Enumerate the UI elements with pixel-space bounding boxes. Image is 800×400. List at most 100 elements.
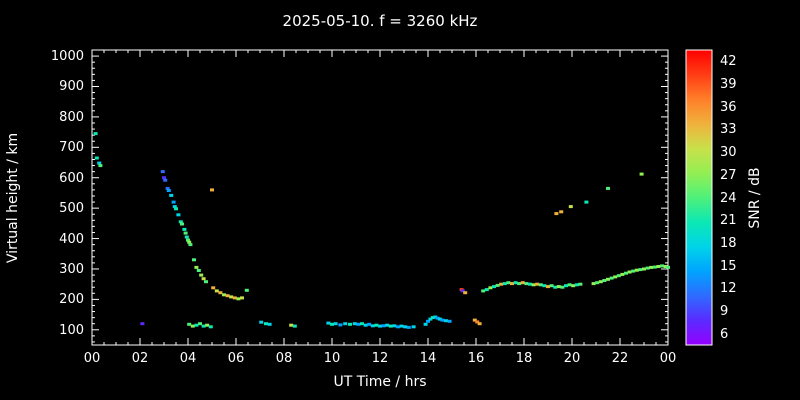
data-point	[488, 286, 493, 290]
data-point	[163, 178, 168, 182]
y-tick-label: 600	[59, 170, 84, 186]
data-point	[411, 325, 416, 329]
data-point	[289, 323, 294, 327]
data-point	[560, 285, 565, 289]
colorbar-tick-label: 18	[720, 235, 737, 251]
colorbar-tick-label: 39	[720, 77, 737, 93]
data-point	[218, 291, 223, 295]
data-point	[184, 235, 189, 239]
x-tick-label: 10	[323, 351, 341, 366]
data-point	[481, 289, 486, 293]
data-point	[204, 280, 208, 284]
data-point	[606, 277, 610, 281]
data-point	[210, 188, 214, 192]
data-point	[356, 322, 361, 326]
data-point	[510, 282, 514, 286]
data-point	[553, 285, 558, 289]
data-point	[93, 132, 98, 136]
data-point	[208, 325, 213, 329]
y-tick-label: 400	[59, 231, 84, 247]
data-point	[492, 285, 496, 289]
data-point	[578, 282, 583, 286]
data-point	[624, 271, 628, 275]
data-point	[634, 268, 639, 272]
data-point	[495, 283, 500, 287]
data-point	[169, 193, 174, 197]
data-point	[392, 324, 397, 328]
data-point	[201, 277, 206, 281]
colorbar-tick-label: 24	[720, 190, 737, 206]
data-point	[477, 322, 482, 326]
data-point	[176, 213, 181, 217]
data-point	[267, 322, 272, 326]
data-point	[192, 258, 196, 262]
data-point	[584, 200, 589, 204]
data-point	[627, 270, 632, 274]
data-point	[438, 317, 442, 321]
data-point	[160, 170, 165, 174]
x-tick-label: 12	[371, 351, 389, 366]
data-point	[229, 295, 234, 299]
data-point	[598, 280, 603, 284]
x-tick-label: 02	[131, 351, 149, 366]
data-point	[649, 265, 654, 269]
data-point	[506, 281, 511, 285]
data-point	[535, 282, 540, 286]
y-tick-label: 300	[59, 261, 84, 277]
data-point	[211, 286, 216, 290]
data-point	[162, 176, 166, 180]
y-tick-label: 800	[59, 109, 84, 125]
data-point	[568, 205, 573, 209]
data-point	[370, 324, 375, 328]
data-point	[524, 282, 529, 286]
data-point	[652, 265, 657, 269]
data-point	[188, 243, 193, 247]
data-point	[440, 318, 445, 322]
data-point	[374, 323, 379, 327]
data-point	[385, 323, 390, 327]
data-point	[591, 282, 596, 286]
data-point	[616, 274, 621, 278]
data-point	[194, 265, 199, 269]
data-point	[190, 324, 195, 328]
colorbar-tick-label: 30	[720, 145, 737, 161]
y-tick-label: 100	[59, 322, 84, 338]
data-point	[178, 220, 183, 224]
data-point	[549, 284, 554, 288]
data-point	[595, 281, 600, 285]
chart-title: 2025-05-10. f = 3260 kHz	[282, 12, 478, 30]
data-point	[172, 205, 177, 209]
data-point	[475, 320, 480, 324]
data-point	[264, 322, 268, 326]
data-point	[330, 322, 334, 326]
y-tick-label: 700	[59, 140, 84, 156]
data-point	[326, 321, 331, 325]
data-point	[94, 156, 99, 160]
colorbar-tick-label: 42	[720, 54, 737, 70]
x-tick-label: 20	[563, 351, 581, 366]
x-tick-label: 06	[227, 351, 245, 366]
data-point	[165, 186, 170, 190]
data-point	[367, 322, 372, 326]
data-point	[363, 323, 368, 327]
data-point	[196, 269, 201, 272]
data-point	[484, 288, 489, 292]
data-point	[259, 320, 264, 324]
data-point	[240, 296, 244, 300]
x-tick-label: 18	[515, 351, 533, 366]
data-point	[463, 291, 468, 295]
data-point	[214, 289, 219, 293]
data-point	[546, 285, 550, 289]
data-point	[194, 323, 199, 327]
y-tick-label: 1000	[50, 49, 84, 65]
data-point	[381, 324, 386, 328]
x-tick-label: 08	[275, 351, 293, 366]
data-point	[460, 289, 465, 293]
data-point	[98, 164, 103, 168]
data-point	[378, 324, 382, 328]
data-point	[602, 279, 607, 282]
data-point	[201, 324, 206, 328]
x-tick-label: 00	[83, 351, 101, 366]
data-point	[663, 265, 668, 268]
